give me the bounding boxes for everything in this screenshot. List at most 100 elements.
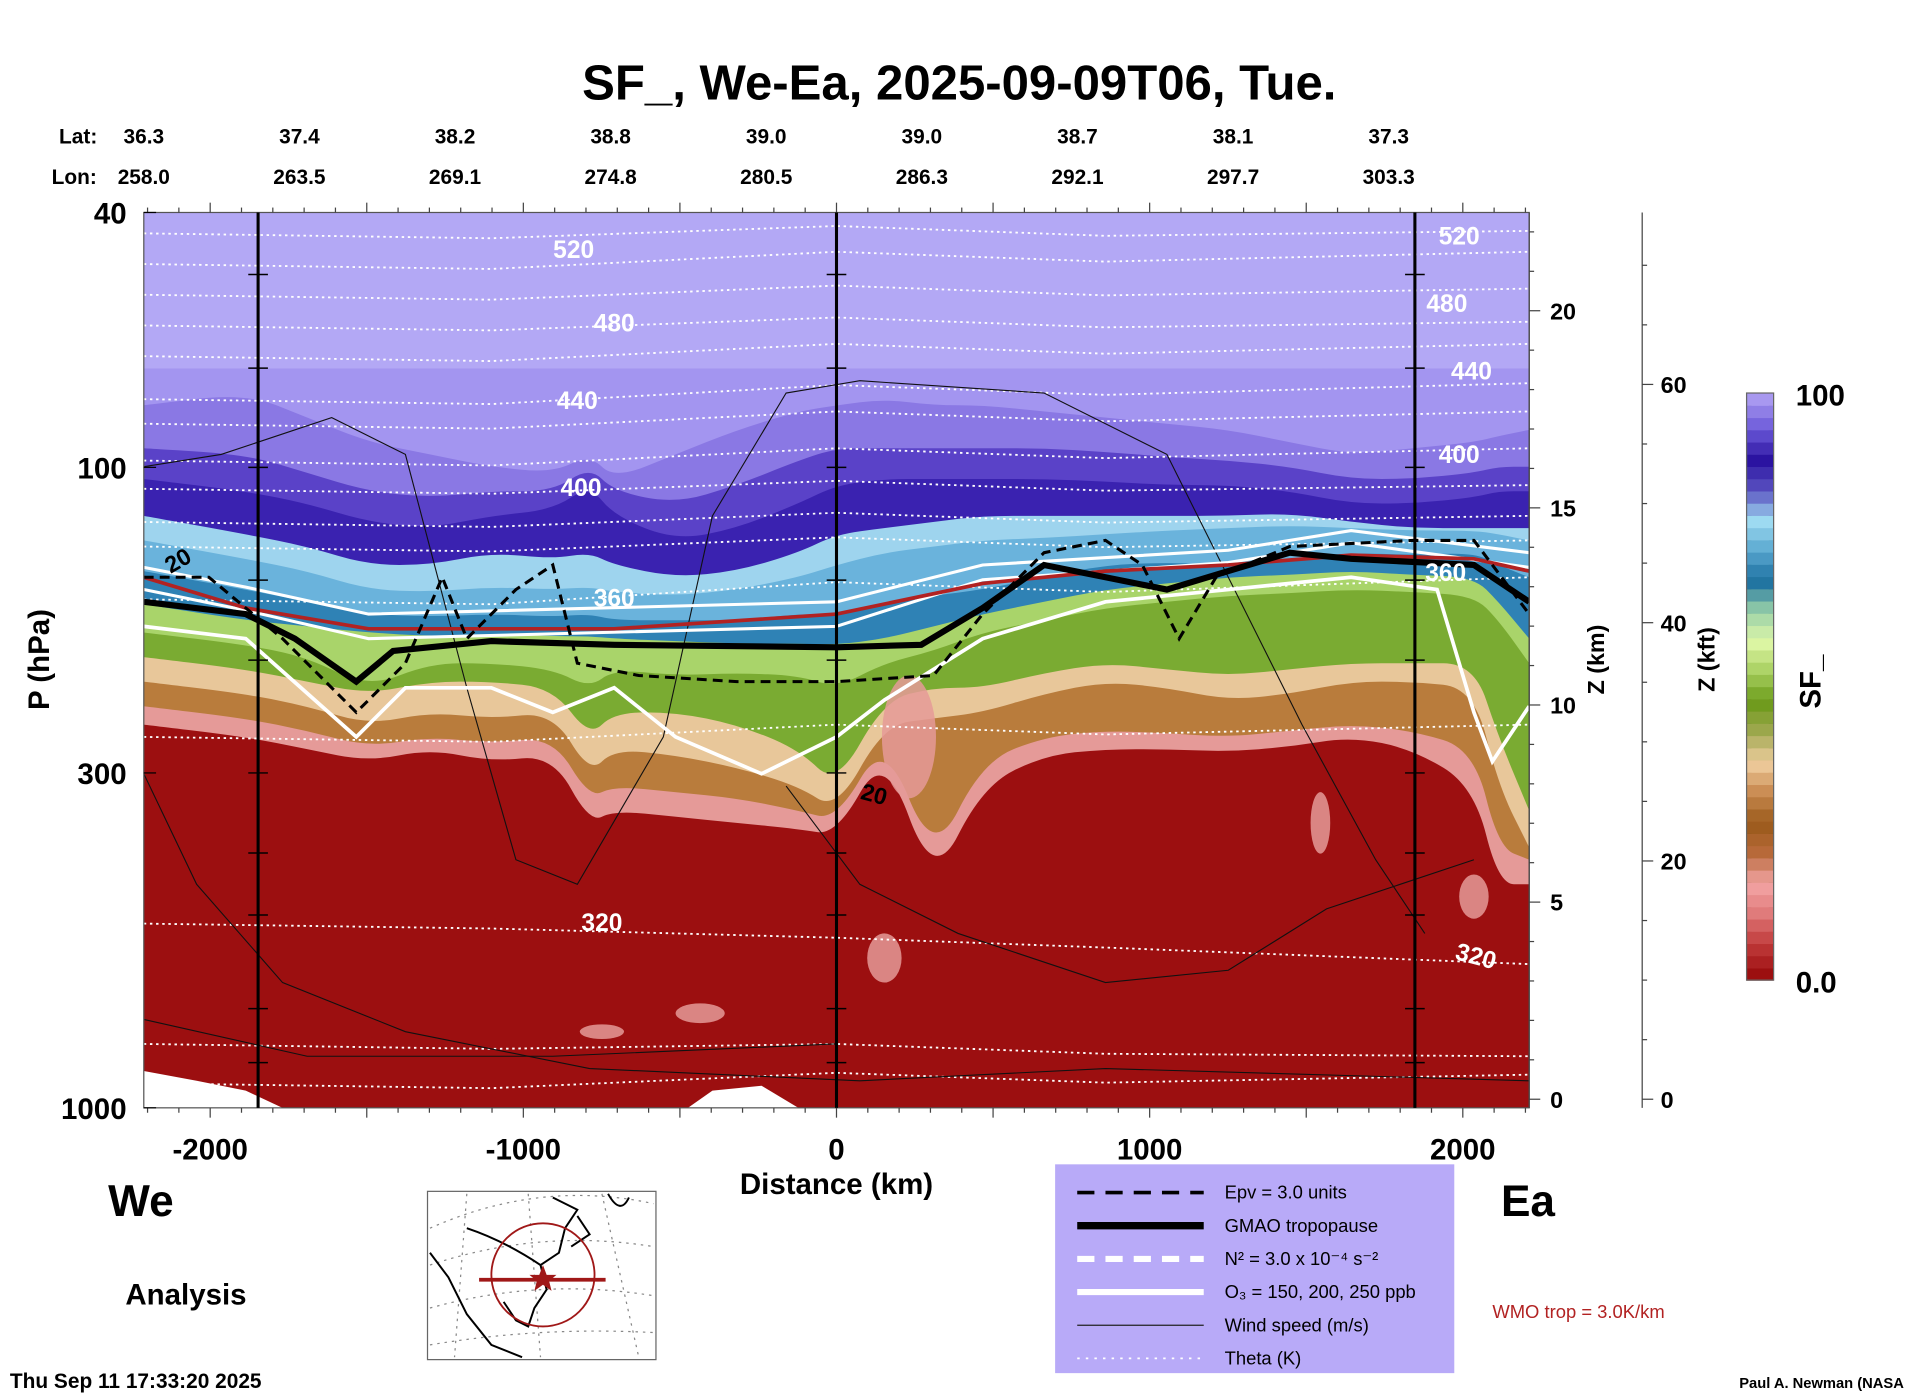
z-km-tick-label: 0: [1550, 1087, 1563, 1113]
wind-speed-contour: [143, 1018, 836, 1057]
wind-speed-contour: [785, 785, 1475, 984]
colorbar-level: [1746, 931, 1774, 945]
colorbar-level: [1746, 955, 1774, 969]
x-tick-label: 1000: [1117, 1133, 1183, 1166]
legend-label: Wind speed (m/s): [1225, 1314, 1369, 1335]
y-tick-label: 300: [77, 758, 126, 791]
colorbar-level: [1746, 393, 1774, 406]
colorbar-level: [1746, 833, 1774, 847]
colorbar-level: [1746, 527, 1774, 541]
lat-value: 39.0: [746, 126, 787, 149]
z-kft-tick-label: 20: [1661, 849, 1687, 875]
colorbar-level: [1746, 625, 1774, 639]
colorbar-level: [1746, 552, 1774, 565]
theta-label: 440: [557, 388, 598, 415]
colorbar-level: [1746, 735, 1774, 749]
colorbar-level: [1746, 503, 1774, 516]
colorbar-level: [1746, 454, 1774, 468]
colorbar-level: [1746, 564, 1774, 578]
theta-label: 520: [1439, 223, 1480, 250]
theta-label: 400: [561, 475, 602, 502]
colorbar-level: [1746, 857, 1774, 871]
colorbar-level: [1746, 967, 1774, 981]
colorbar-level: [1746, 588, 1774, 602]
locator-map: [426, 1190, 657, 1361]
ozone-contour: [143, 529, 1530, 616]
colorbar-level: [1746, 649, 1774, 663]
z-km-tick-label: 15: [1550, 495, 1576, 521]
location-star-icon: [529, 1265, 557, 1291]
colorbar-level: [1746, 698, 1774, 712]
lat-value: 38.1: [1213, 126, 1254, 149]
colorbar-level: [1746, 613, 1774, 627]
x-tick-label: -1000: [486, 1133, 561, 1166]
colorbar-level: [1746, 943, 1774, 957]
chart-title: SF_, We-Ea, 2025-09-09T06, Tue.: [582, 56, 1336, 110]
legend: Epv = 3.0 units GMAO tropopause N² = 3.0 x…: [1055, 1164, 1455, 1374]
colorbar-max-label: 100: [1796, 379, 1845, 412]
legend-label: Theta (K): [1225, 1348, 1302, 1369]
epv-contour: [143, 538, 1530, 715]
z-kft-axis-title: Z (kft): [1694, 627, 1720, 692]
lon-value: 258.0: [118, 166, 170, 189]
lat-value: 39.0: [902, 126, 943, 149]
colorbar-level: [1746, 784, 1774, 798]
z-km-tick-label: 10: [1550, 693, 1576, 719]
y-tick-label: 100: [77, 452, 126, 485]
colorbar-level: [1746, 686, 1774, 700]
z-kft-tick-label: 60: [1661, 372, 1687, 398]
colorbar-level: [1746, 515, 1774, 529]
sf-blob: [675, 1003, 725, 1024]
lat-value: 37.3: [1368, 126, 1409, 149]
colorbar-level: [1746, 466, 1774, 480]
gmao-tropopause: [143, 549, 1530, 686]
lat-value: 37.4: [279, 126, 320, 149]
lon-value: 286.3: [896, 166, 948, 189]
x-tick-label: -2000: [172, 1133, 247, 1166]
x-tick-label: 0: [828, 1133, 844, 1166]
lon-value: 292.1: [1051, 166, 1104, 189]
legend-label: O₃ = 150, 200, 250 ppb: [1225, 1281, 1416, 1302]
colorbar-level: [1746, 429, 1774, 443]
colorbar-level: [1746, 539, 1774, 553]
lon-value: 303.3: [1363, 166, 1415, 189]
colorbar-title: SF_: [1794, 654, 1827, 709]
theta-label: 360: [1425, 560, 1466, 587]
z-kft-tick-label: 0: [1661, 1087, 1674, 1113]
colorbar-level: [1746, 662, 1774, 675]
colorbar-level: [1746, 405, 1774, 419]
colorbar-frame: [1745, 392, 1775, 981]
z-km-tick-label: 20: [1550, 298, 1576, 324]
sf-blob: [1310, 792, 1331, 854]
theta-label: 480: [1426, 291, 1467, 318]
theta-label: 440: [1451, 359, 1492, 386]
lat-value: 38.8: [590, 126, 631, 149]
colorbar-level: [1746, 490, 1774, 504]
lat-label: Lat:: [59, 126, 97, 149]
lon-value: 263.5: [273, 166, 326, 189]
colorbar-level: [1746, 870, 1774, 883]
ground-mask: [143, 1070, 283, 1108]
lon-label: Lon:: [52, 166, 97, 189]
legend-label: N² = 3.0 x 10⁻⁴ s⁻²: [1225, 1248, 1379, 1269]
lon-value: 269.1: [429, 166, 482, 189]
z-kft-tick-label: 40: [1661, 610, 1687, 636]
ozone-contour: [143, 541, 1530, 641]
lon-value: 297.7: [1207, 166, 1259, 189]
sf-blob: [579, 1024, 625, 1040]
ground-mask: [687, 1085, 799, 1108]
colorbar-level: [1746, 747, 1774, 761]
east-label: Ea: [1501, 1177, 1555, 1226]
wind-speed-contour: [143, 773, 1530, 1082]
colorbar-level: [1746, 821, 1774, 834]
colorbar-level: [1746, 711, 1774, 724]
x-tick-label: 2000: [1430, 1133, 1496, 1166]
sf-blob: [881, 675, 936, 799]
colorbar-level: [1746, 759, 1774, 773]
lat-value: 38.2: [435, 126, 476, 149]
lat-value: 36.3: [123, 126, 164, 149]
legend-label: Epv = 3.0 units: [1225, 1182, 1347, 1203]
analysis-label: Analysis: [125, 1278, 246, 1311]
colorbar-level: [1746, 796, 1774, 810]
